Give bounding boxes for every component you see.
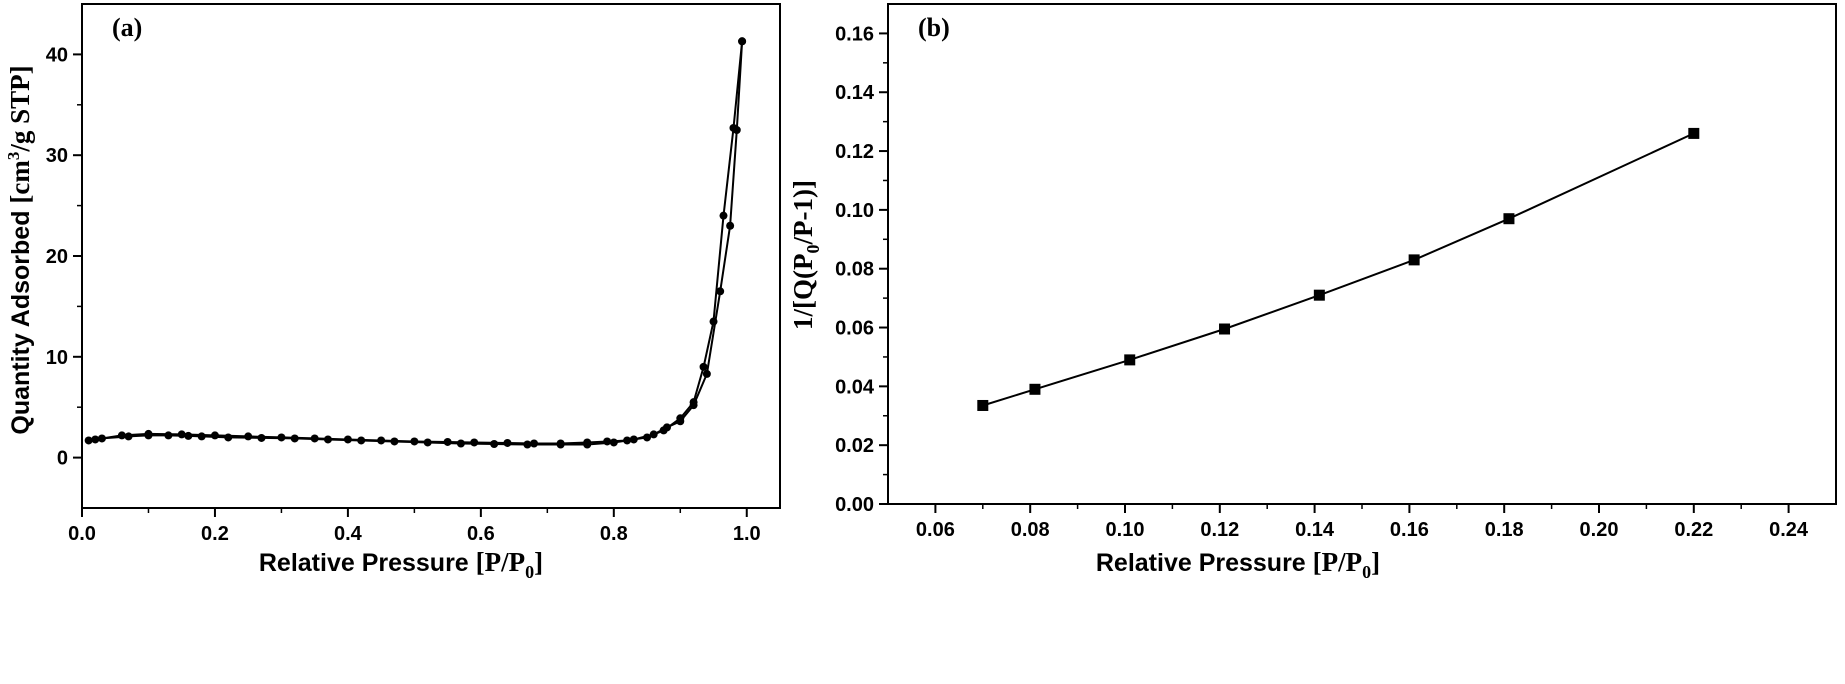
panel-b-y-tick-label: 0.08 [835, 259, 874, 281]
panel-a-x-tick-label: 0.0 [68, 523, 96, 545]
panel-a-data-point [503, 438, 512, 447]
panel-a-data-point [310, 434, 319, 443]
panel-a-data-point [530, 439, 539, 448]
panel-b-x-tick-label: 0.16 [1390, 519, 1429, 541]
panel-a-y-tick-label: 10 [46, 347, 68, 369]
panel-b-label: (b) [918, 13, 950, 42]
panel-b-x-tick-label: 0.08 [1011, 519, 1050, 541]
panel-a-data-point [603, 437, 612, 446]
panel-b-data-point [977, 399, 989, 411]
panel-b-plot-frame [887, 3, 1837, 505]
panel-b-data-point [1029, 383, 1041, 395]
panel-b-y-tick-label: 0.00 [835, 494, 874, 516]
panel-a-x-axis-label: Relative Pressure [P/P0] [259, 547, 543, 582]
panel-b-data-point [1313, 289, 1325, 301]
panel-a-y-tick-label: 0 [57, 448, 68, 470]
panel-a-data-point [91, 435, 100, 444]
panel-a-x-tick-label: 0.2 [201, 523, 229, 545]
panel-a-data-point [197, 432, 206, 441]
panel-a-series-line-desorption [95, 41, 744, 445]
panel-a-data-point [224, 433, 233, 442]
panel-a-data-point [689, 398, 698, 407]
panel-a-x-tick-label: 0.6 [467, 523, 495, 545]
panel-a-data-point [583, 438, 592, 447]
panel-b-x-axis-label: Relative Pressure [P/P0] [1096, 547, 1380, 582]
panel-b-y-tick-label: 0.14 [835, 82, 875, 104]
panel-b-x-tick-label: 0.24 [1769, 519, 1809, 541]
panel-a-data-point [702, 369, 711, 378]
panel-a-series [84, 37, 747, 449]
panel-a-data-point [257, 433, 266, 442]
panel-a-data-point [676, 414, 685, 423]
panel-b-y-tick-label: 0.12 [835, 141, 874, 163]
panel-a-data-point [443, 437, 452, 446]
panel-a-data-point [377, 436, 386, 445]
panel-a-y-axis-label: Quantity Adsorbed [cm3/g STP] [4, 65, 35, 434]
panel-b-y-tick-label: 0.04 [835, 376, 875, 398]
panel-a-ticks: 0.0 0.2 0.4 0.6 0.8 1.0 0 10 20 30 40 [46, 44, 761, 545]
panel-a-data-point [144, 429, 153, 438]
panel-b-y-tick-label: 0.02 [835, 435, 874, 457]
panel-a-data-point [277, 433, 286, 442]
panel-b-x-tick-label: 0.10 [1106, 519, 1145, 541]
panel-a-isotherm: 0.0 0.2 0.4 0.6 0.8 1.0 0 10 20 30 40 (a) Relative… [4, 3, 781, 582]
panel-a-x-tick-label: 0.8 [600, 523, 628, 545]
panel-b-x-tick-label: 0.20 [1580, 519, 1619, 541]
panel-a-data-point [410, 437, 419, 446]
panel-b-y-tick-label: 0.10 [835, 200, 874, 222]
panel-a-label: (a) [112, 13, 142, 42]
panel-b-y-tick-label: 0.06 [835, 318, 874, 340]
panel-b-x-tick-label: 0.18 [1485, 519, 1524, 541]
panel-a-data-point [699, 362, 708, 371]
panel-a-series-line-adsorption [88, 41, 744, 446]
panel-a-data-point [490, 439, 499, 448]
panel-a-data-point [738, 37, 747, 46]
panel-b-x-tick-label: 0.06 [916, 519, 955, 541]
panel-a-data-point [177, 430, 186, 439]
panel-b-y-axis-label: 1/[Q(P0/P-1)] [788, 180, 823, 330]
panel-a-data-point [244, 432, 253, 441]
panel-a-data-point [726, 221, 735, 230]
panel-a-data-point [659, 426, 668, 435]
panel-a-data-point [117, 431, 126, 440]
panel-a-data-point [556, 439, 565, 448]
panel-a-data-point [709, 317, 718, 326]
panel-a-data-point [84, 436, 93, 445]
panel-a-data-point [210, 431, 219, 440]
panel-b-series-line-BET [982, 132, 1695, 407]
panel-a-data-point [343, 435, 352, 444]
panel-b-x-tick-label: 0.22 [1674, 519, 1713, 541]
panel-a-data-point [184, 431, 193, 440]
panel-b-x-tick-label: 0.12 [1200, 519, 1239, 541]
panel-b-data-point [1219, 323, 1231, 335]
panel-b-data-point [1408, 254, 1420, 266]
panel-b-x-tick-label: 0.14 [1295, 519, 1335, 541]
panel-a-data-point [470, 438, 479, 447]
panel-b-y-tick-label: 0.16 [835, 23, 874, 45]
panel-a-data-point [719, 211, 728, 220]
panel-b-data-point [1688, 127, 1700, 139]
panel-b-ticks: 0.06 0.08 0.10 0.12 0.14 0.16 0.18 0.20 0.22 0.24… [835, 23, 1809, 541]
panel-a-data-point [716, 287, 725, 296]
panel-a-y-tick-label: 20 [46, 246, 68, 268]
panel-a-x-tick-label: 1.0 [733, 523, 761, 545]
panel-a-data-point [164, 431, 173, 440]
panel-b-data-point [1503, 213, 1515, 225]
panel-b-series [977, 127, 1700, 411]
panel-a-data-point [456, 439, 465, 448]
panel-a-y-tick-label: 40 [46, 44, 68, 66]
panel-a-data-point [643, 433, 652, 442]
panel-a-data-point [729, 123, 738, 132]
panel-b-data-point [1124, 354, 1136, 366]
panel-a-x-tick-label: 0.4 [334, 523, 363, 545]
panel-b-bet-plot: 0.06 0.08 0.10 0.12 0.14 0.16 0.18 0.20 0.22 0.24… [788, 3, 1837, 582]
panel-a-data-point [623, 436, 632, 445]
panel-a-y-tick-label: 30 [46, 145, 68, 167]
